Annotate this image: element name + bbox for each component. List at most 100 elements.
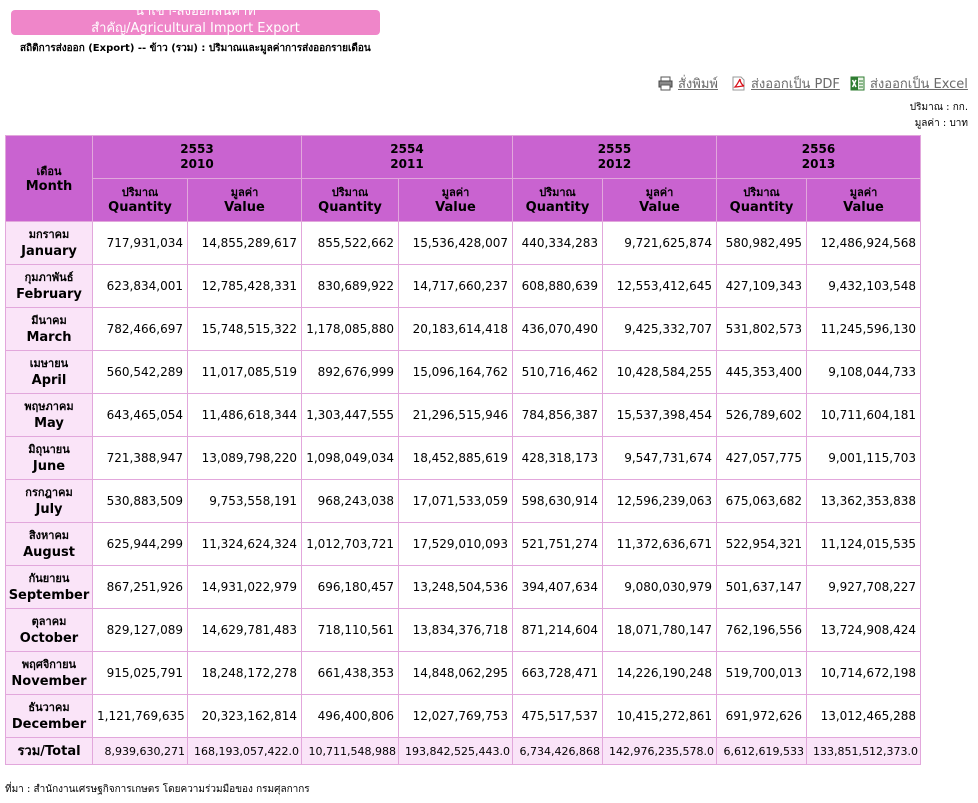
- table-row: มีนาคม March 782,466,697 15,748,515,322 1,17…: [5, 307, 921, 351]
- value-cell: 13,089,798,220: [187, 436, 302, 480]
- value-cell: 15,536,428,007: [398, 221, 513, 265]
- quantity-cell: 608,880,639: [512, 264, 603, 308]
- quantity-cell: 829,127,089: [92, 608, 188, 652]
- quantity-cell: 784,856,387: [512, 393, 603, 437]
- banner-line-1: นำเข้า-ส่งออกสินค้าที่: [135, 10, 256, 19]
- quantity-cell: 717,931,034: [92, 221, 188, 265]
- quantity-cell: 496,400,806: [301, 694, 399, 738]
- value-cell: 14,931,022,979: [187, 565, 302, 609]
- quantity-cell: 718,110,561: [301, 608, 399, 652]
- month-cell: กรกฎาคม July: [5, 479, 93, 523]
- quantity-cell: 1,303,447,555: [301, 393, 399, 437]
- value-cell: 13,012,465,288: [806, 694, 921, 738]
- value-cell: 11,486,618,344: [187, 393, 302, 437]
- table-row: ธันวาคม December 1,121,769,635 20,323,162,8…: [5, 694, 921, 738]
- value-cell: 14,717,660,237: [398, 264, 513, 308]
- value-cell: 12,027,769,753: [398, 694, 513, 738]
- export-excel-label: ส่งออกเป็น Excel: [870, 77, 968, 92]
- month-cell: กันยายน September: [5, 565, 93, 609]
- value-cell: 14,226,190,248: [602, 651, 717, 695]
- value-cell: 9,721,625,874: [602, 221, 717, 265]
- export-excel-link[interactable]: ส่งออกเป็น Excel: [850, 73, 968, 94]
- quantity-cell: 394,407,634: [512, 565, 603, 609]
- quantity-cell: 427,109,343: [716, 264, 807, 308]
- quantity-cell: 1,098,049,034: [301, 436, 399, 480]
- quantity-cell: 521,751,274: [512, 522, 603, 566]
- total-quantity-cell: 10,711,548,988: [301, 737, 399, 765]
- quantity-cell: 892,676,999: [301, 350, 399, 394]
- value-cell: 12,486,924,568: [806, 221, 921, 265]
- month-cell: มีนาคม March: [5, 307, 93, 351]
- month-cell: เมษายน April: [5, 350, 93, 394]
- total-quantity-cell: 6,612,619,533: [716, 737, 807, 765]
- table-row: เมษายน April 560,542,289 11,017,085,519 892,…: [5, 350, 921, 394]
- banner-line-2: สำคัญ/Agricultural Import Export: [91, 21, 300, 35]
- value-cell: 9,001,115,703: [806, 436, 921, 480]
- value-cell: 18,248,172,278: [187, 651, 302, 695]
- quantity-cell: 598,630,914: [512, 479, 603, 523]
- total-value-cell: 142,976,235,578.0: [602, 737, 717, 765]
- table-row: พฤษภาคม May 643,465,054 11,486,618,344 1,303…: [5, 393, 921, 437]
- quantity-cell: 855,522,662: [301, 221, 399, 265]
- total-value-cell: 133,851,512,373.0: [806, 737, 921, 765]
- month-cell: มกราคม January: [5, 221, 93, 265]
- value-cell: 12,785,428,331: [187, 264, 302, 308]
- value-cell: 9,547,731,674: [602, 436, 717, 480]
- value-cell: 15,537,398,454: [602, 393, 717, 437]
- month-cell: กุมภาพันธ์ February: [5, 264, 93, 308]
- quantity-cell: 440,334,283: [512, 221, 603, 265]
- subheader-value: มูลค่า Value: [187, 178, 302, 222]
- value-cell: 10,415,272,861: [602, 694, 717, 738]
- quantity-cell: 675,063,682: [716, 479, 807, 523]
- month-header-en: Month: [25, 178, 73, 194]
- value-cell: 10,711,604,181: [806, 393, 921, 437]
- quantity-cell: 968,243,038: [301, 479, 399, 523]
- value-cell: 13,834,376,718: [398, 608, 513, 652]
- value-cell: 9,080,030,979: [602, 565, 717, 609]
- quantity-cell: 867,251,926: [92, 565, 188, 609]
- value-cell: 15,748,515,322: [187, 307, 302, 351]
- value-cell: 17,529,010,093: [398, 522, 513, 566]
- pdf-icon: [731, 76, 746, 91]
- quantity-cell: 427,057,775: [716, 436, 807, 480]
- export-pdf-link[interactable]: ส่งออกเป็น PDF: [731, 73, 840, 94]
- quantity-cell: 519,700,013: [716, 651, 807, 695]
- value-cell: 13,362,353,838: [806, 479, 921, 523]
- quantity-cell: 691,972,626: [716, 694, 807, 738]
- value-cell: 11,017,085,519: [187, 350, 302, 394]
- quantity-cell: 530,883,509: [92, 479, 188, 523]
- table-row: สิงหาคม August 625,944,299 11,324,624,324 1,…: [5, 522, 921, 566]
- month-column-header: เดือน Month: [5, 135, 93, 222]
- quantity-cell: 643,465,054: [92, 393, 188, 437]
- quantity-cell: 580,982,495: [716, 221, 807, 265]
- export-table: เดือน Month 2553 2010 2554 2011 2555 2012 2…: [5, 135, 921, 765]
- quantity-cell: 663,728,471: [512, 651, 603, 695]
- table-row: พฤศจิกายน November 915,025,791 18,248,172,2…: [5, 651, 921, 695]
- quantity-cell: 428,318,173: [512, 436, 603, 480]
- value-cell: 20,183,614,418: [398, 307, 513, 351]
- quantity-cell: 1,012,703,721: [301, 522, 399, 566]
- table-row: มิถุนายน June 721,388,947 13,089,798,220 1,0…: [5, 436, 921, 480]
- value-cell: 11,324,624,324: [187, 522, 302, 566]
- value-cell: 9,108,044,733: [806, 350, 921, 394]
- total-value-cell: 168,193,057,422.0: [187, 737, 302, 765]
- value-cell: 9,927,708,227: [806, 565, 921, 609]
- table-row: กันยายน September 867,251,926 14,931,022,97…: [5, 565, 921, 609]
- page-banner: นำเข้า-ส่งออกสินค้าที่ สำคัญ/Agricultura…: [11, 10, 380, 35]
- unit-value: มูลค่า : บาท: [914, 118, 968, 129]
- subheader-quantity: ปริมาณ Quantity: [92, 178, 188, 222]
- table-row: กุมภาพันธ์ February 623,834,001 12,785,428,…: [5, 264, 921, 308]
- quantity-cell: 510,716,462: [512, 350, 603, 394]
- printer-icon: [658, 76, 673, 91]
- quantity-cell: 475,517,537: [512, 694, 603, 738]
- value-cell: 9,432,103,548: [806, 264, 921, 308]
- value-cell: 11,245,596,130: [806, 307, 921, 351]
- value-cell: 10,714,672,198: [806, 651, 921, 695]
- value-cell: 9,753,558,191: [187, 479, 302, 523]
- quantity-cell: 560,542,289: [92, 350, 188, 394]
- quantity-cell: 522,954,321: [716, 522, 807, 566]
- print-link[interactable]: สั่งพิมพ์: [658, 73, 718, 94]
- export-pdf-label: ส่งออกเป็น PDF: [751, 77, 840, 92]
- unit-quantity: ปริมาณ : กก.: [909, 102, 968, 113]
- month-cell: สิงหาคม August: [5, 522, 93, 566]
